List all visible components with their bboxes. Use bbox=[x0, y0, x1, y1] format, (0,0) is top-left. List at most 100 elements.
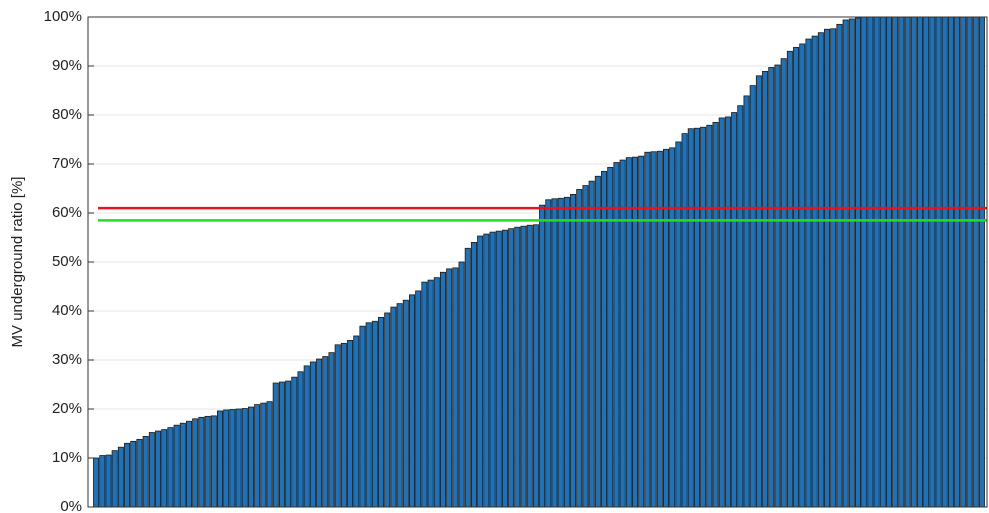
bar bbox=[464, 247, 471, 508]
bar bbox=[947, 16, 954, 508]
bar bbox=[489, 231, 496, 508]
bar bbox=[632, 156, 639, 508]
bar bbox=[235, 408, 242, 508]
bar bbox=[272, 382, 279, 508]
y-tick-label: 30% bbox=[52, 351, 82, 368]
bar bbox=[378, 316, 385, 508]
bar bbox=[786, 50, 793, 508]
bar bbox=[526, 224, 533, 508]
bar bbox=[793, 46, 800, 508]
bar bbox=[731, 112, 738, 508]
bar bbox=[693, 127, 700, 508]
y-tick-label: 100% bbox=[44, 8, 82, 25]
bar bbox=[111, 450, 118, 508]
bar bbox=[173, 424, 180, 508]
bar bbox=[316, 358, 323, 508]
bar bbox=[142, 436, 149, 508]
bar bbox=[421, 281, 428, 508]
bar bbox=[340, 342, 347, 508]
bar bbox=[619, 159, 626, 508]
bar bbox=[297, 371, 304, 508]
bar bbox=[105, 454, 112, 508]
bar bbox=[508, 228, 515, 508]
bar bbox=[916, 16, 923, 508]
bar bbox=[501, 229, 508, 508]
bar bbox=[836, 23, 843, 508]
bar bbox=[322, 356, 329, 508]
bar bbox=[700, 126, 707, 508]
y-tick-label: 20% bbox=[52, 400, 82, 417]
y-tick-label: 40% bbox=[52, 302, 82, 319]
bar bbox=[607, 167, 614, 508]
bar bbox=[99, 455, 106, 508]
bar bbox=[247, 406, 254, 508]
bar bbox=[594, 175, 601, 508]
bar bbox=[755, 75, 762, 508]
bar bbox=[260, 402, 267, 508]
bar bbox=[780, 58, 787, 508]
bar bbox=[520, 225, 527, 508]
bar bbox=[941, 16, 948, 508]
bar bbox=[662, 148, 669, 508]
bar bbox=[124, 442, 131, 508]
bar bbox=[892, 16, 899, 508]
y-tick-label: 50% bbox=[52, 253, 82, 270]
bar bbox=[309, 361, 316, 508]
bar bbox=[650, 151, 657, 508]
bar bbox=[687, 128, 694, 508]
bar bbox=[93, 457, 100, 508]
bar bbox=[817, 32, 824, 508]
bar bbox=[266, 401, 273, 508]
bar bbox=[439, 271, 446, 508]
bar bbox=[136, 438, 143, 508]
bar bbox=[675, 141, 682, 508]
bar bbox=[861, 16, 868, 508]
y-tick-label: 0% bbox=[60, 498, 82, 513]
bar bbox=[576, 189, 583, 508]
bar bbox=[303, 365, 310, 508]
bar bbox=[972, 16, 979, 508]
bar bbox=[669, 147, 676, 508]
bar bbox=[204, 415, 211, 508]
bar bbox=[613, 162, 620, 508]
bar bbox=[582, 185, 589, 508]
bar bbox=[155, 430, 162, 508]
bar bbox=[353, 335, 360, 508]
y-tick-label: 60% bbox=[52, 204, 82, 221]
bar bbox=[278, 381, 285, 508]
bar bbox=[570, 193, 577, 508]
bar bbox=[923, 16, 930, 508]
bar bbox=[241, 408, 248, 508]
bar bbox=[334, 344, 341, 508]
bar bbox=[161, 429, 168, 508]
y-tick-label: 70% bbox=[52, 155, 82, 172]
bar bbox=[805, 38, 812, 508]
bar bbox=[371, 320, 378, 508]
y-tick-label: 80% bbox=[52, 106, 82, 123]
bar bbox=[192, 418, 199, 508]
bar bbox=[718, 117, 725, 508]
bar bbox=[477, 235, 484, 508]
bar bbox=[167, 427, 174, 508]
bar bbox=[885, 16, 892, 508]
bar bbox=[483, 233, 490, 508]
bar bbox=[879, 16, 886, 508]
bar bbox=[681, 133, 688, 508]
bar bbox=[910, 16, 917, 508]
bar bbox=[179, 422, 186, 508]
bar bbox=[223, 409, 230, 508]
bar bbox=[749, 85, 756, 508]
bar bbox=[216, 410, 223, 508]
bar bbox=[551, 198, 558, 508]
bar bbox=[495, 230, 502, 508]
bar bbox=[415, 290, 422, 508]
bar bbox=[712, 121, 719, 508]
bar bbox=[563, 196, 570, 508]
bar bbox=[452, 267, 459, 508]
bar bbox=[824, 28, 831, 508]
bar bbox=[545, 199, 552, 508]
bar bbox=[737, 105, 744, 508]
bar bbox=[799, 43, 806, 508]
bar bbox=[768, 67, 775, 508]
y-axis-label: MV underground ratio [%] bbox=[9, 177, 26, 348]
